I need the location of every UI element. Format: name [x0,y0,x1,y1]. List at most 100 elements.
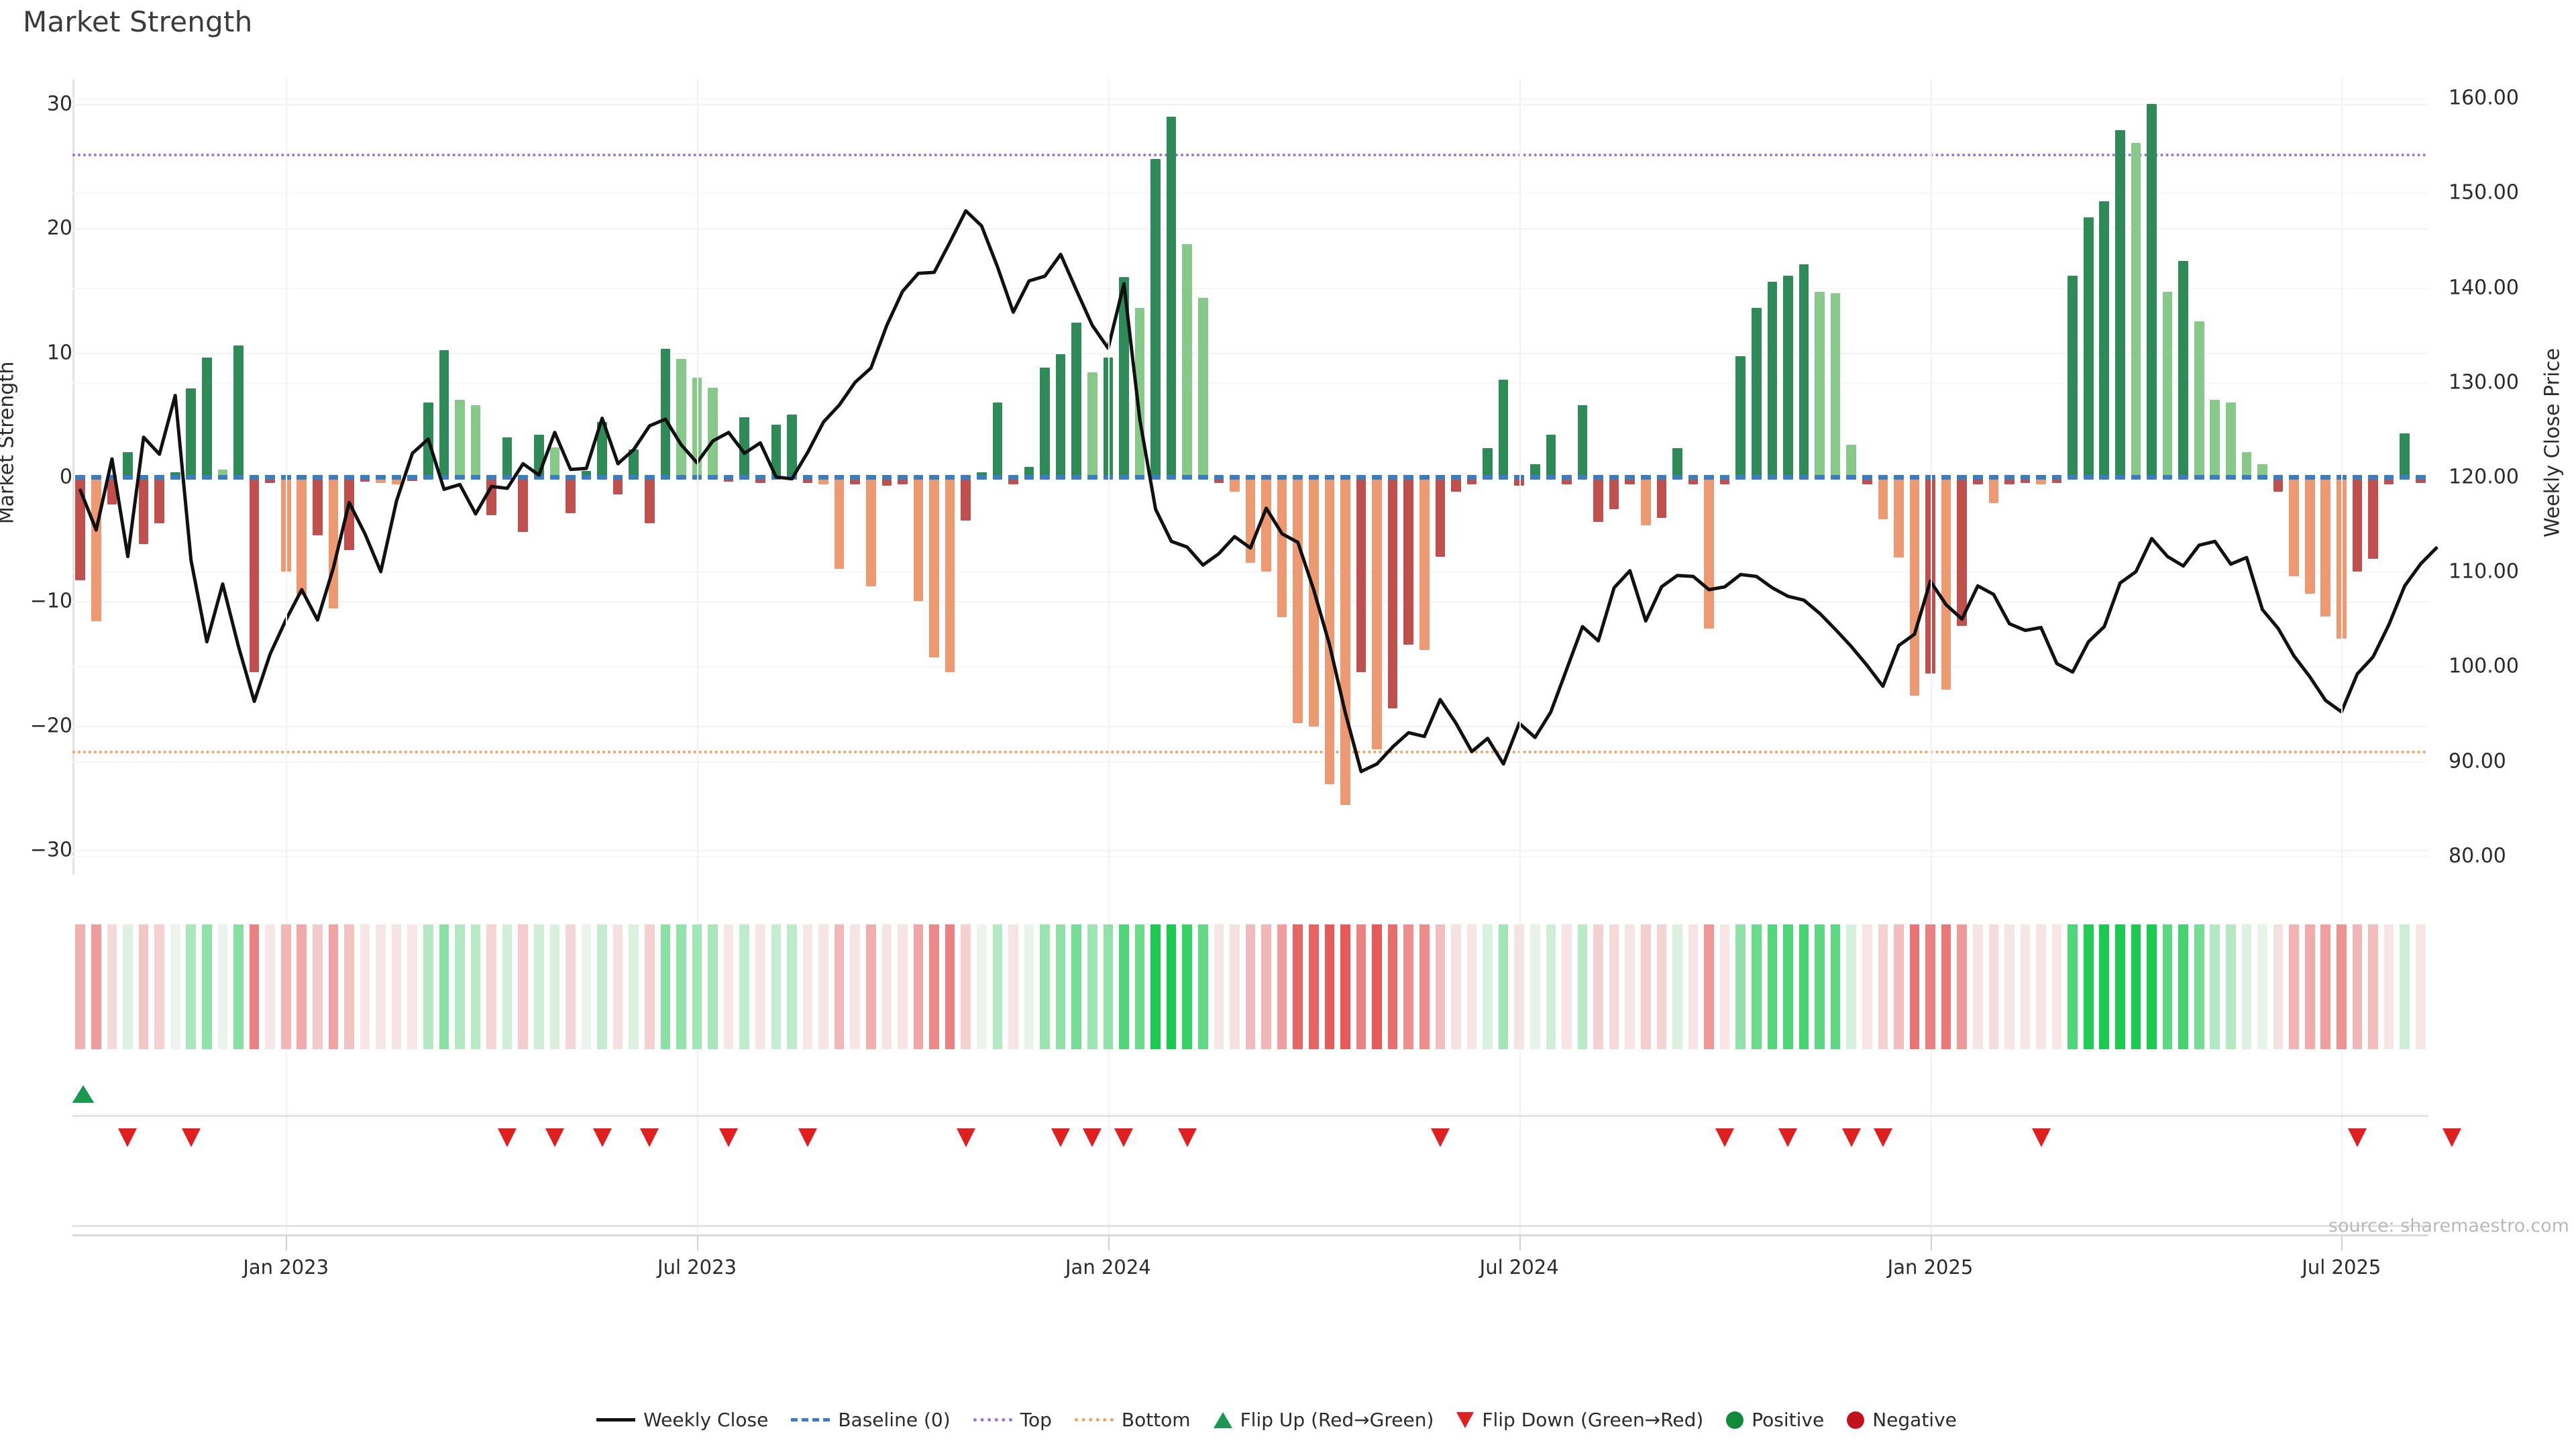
baseline-segment [1387,475,1398,480]
baseline-segment [1055,475,1066,480]
heat-cell [2036,924,2046,1049]
heat-cell [2194,924,2204,1049]
baseline-segment [1087,475,1097,480]
heat-cell [961,924,971,1049]
heat-cell [2068,924,2078,1049]
gridline [72,849,2428,851]
strength-bar [976,472,987,477]
dotted-line-icon [973,1418,1012,1421]
y-tick-left: 20 [46,216,72,240]
heat-cell [2304,924,2315,1049]
strength-bar [660,349,671,477]
baseline-segment [898,475,908,480]
heat-cell [660,924,671,1049]
strength-bar [1277,477,1287,618]
strength-bar [549,447,560,477]
strength-bar [1941,477,1951,690]
baseline-segment [755,475,765,480]
strength-bar [597,422,607,477]
baseline-segment [1719,475,1730,480]
strength-bar [834,477,845,570]
strength-bar [850,477,861,485]
baseline-segment [566,475,576,480]
strength-bar [2415,477,2426,484]
y-tick-right: 120.00 [2449,465,2519,489]
strength-bar [1546,434,1556,477]
strength-bar [1372,477,1382,749]
heat-cell [1815,924,1825,1049]
legend-label: Top [1020,1409,1052,1431]
heat-cell [898,924,908,1049]
y-tick-left: 30 [46,92,72,116]
baseline-segment [2304,475,2315,480]
strength-bar [2241,451,2252,477]
legend-item[interactable]: Top [973,1409,1052,1431]
heat-cell [612,924,623,1049]
triangle-down-icon [1456,1411,1474,1428]
baseline-segment [2036,475,2046,480]
strength-bar [502,437,513,477]
strength-bar [2304,477,2315,594]
heat-cell [645,924,655,1049]
x-axis-line [72,1234,2428,1236]
baseline-segment [2147,475,2157,480]
legend-item[interactable]: Weekly Close [596,1409,768,1431]
legend-item[interactable]: Negative [1847,1409,1957,1431]
strength-bar [1087,372,1097,477]
gridline [72,855,2428,857]
strength-bar [1609,477,1619,510]
baseline-segment [723,475,734,480]
heat-cell [2020,924,2031,1049]
flip-down-marker [1177,1128,1197,1147]
legend-item[interactable]: Flip Down (Green→Red) [1456,1409,1703,1431]
heat-cell [1941,924,1951,1049]
x-tick [2341,1234,2343,1250]
strength-bar [1656,477,1667,519]
strength-bar [1799,264,1809,477]
baseline-segment [1230,475,1240,480]
legend-item[interactable]: Positive [1726,1409,1824,1431]
baseline-segment [1166,475,1177,480]
heat-cell [2241,924,2252,1049]
marker-divider [72,1115,2428,1117]
baseline-segment [123,475,133,480]
heat-cell [1799,924,1809,1049]
heat-cell [1356,924,1366,1049]
heat-cell [723,924,734,1049]
baseline-segment [1609,475,1619,480]
baseline-segment [202,475,212,480]
legend-item[interactable]: Bottom [1074,1409,1191,1431]
strength-bar [344,477,354,551]
strength-bar [961,477,971,521]
heat-cell [2383,924,2394,1049]
heat-cell [2368,924,2378,1049]
baseline-segment [1340,475,1350,480]
y-tick-right: 140.00 [2449,276,2519,300]
legend-label: Positive [1752,1409,1825,1431]
baseline-segment [581,475,592,480]
flip-down-marker [1430,1128,1450,1147]
strength-bar [1356,477,1366,672]
baseline-segment [1688,475,1699,480]
main-plot [72,79,2438,875]
legend-item[interactable]: Baseline (0) [791,1409,951,1431]
heat-cell [1261,924,1271,1049]
strength-bar [1166,116,1177,477]
baseline-segment [1197,475,1208,480]
strength-bar [1071,323,1082,477]
heat-cell [280,924,291,1049]
strength-bar [1197,298,1208,477]
baseline-segment [1150,475,1161,480]
flip-down-marker [2443,1128,2462,1147]
baseline-segment [186,475,197,480]
heat-cell [1625,924,1635,1049]
baseline-segment [1372,475,1382,480]
heat-cell [1419,924,1430,1049]
strength-bar [2289,477,2299,577]
strength-bar [787,415,797,477]
legend-item[interactable]: Flip Up (Red→Green) [1213,1409,1434,1431]
flip-down-marker [1841,1128,1861,1147]
heat-cell [1767,924,1778,1049]
gridline [72,352,2428,354]
flip-down-marker [956,1128,975,1147]
